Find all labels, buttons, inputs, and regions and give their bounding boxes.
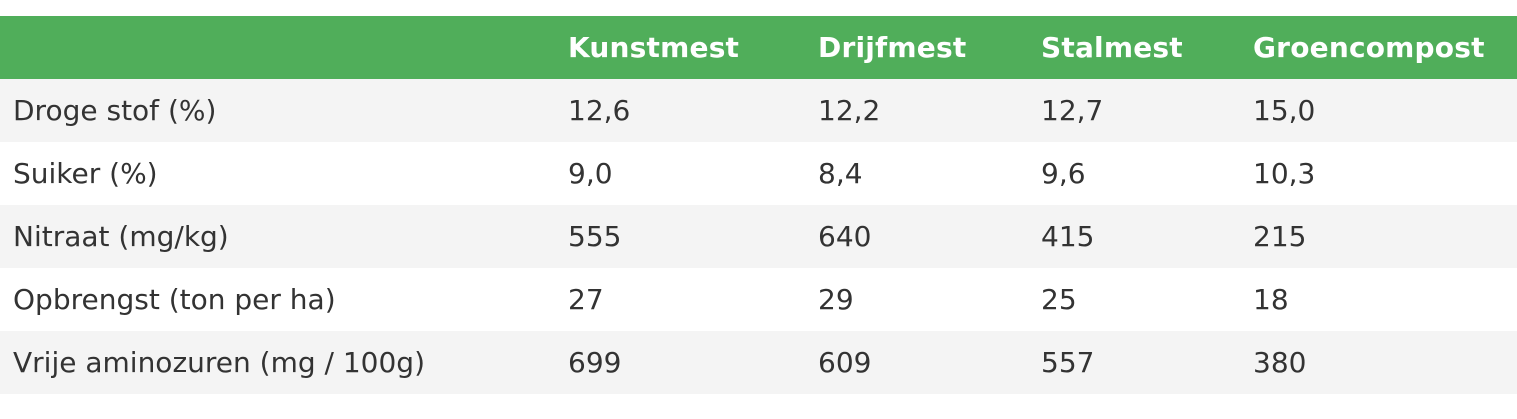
- table-cell: 380: [1253, 346, 1307, 379]
- row-label: Suiker (%): [13, 157, 158, 190]
- table-cell: 215: [1253, 220, 1307, 253]
- row-label: Nitraat (mg/kg): [13, 220, 229, 253]
- table-cell: 12,2: [818, 94, 881, 127]
- header-cell-stalmest: Stalmest: [1041, 31, 1183, 64]
- table-cell: 640: [818, 220, 872, 253]
- table-header: Kunstmest Drijfmest Stalmest Groencompos…: [0, 16, 1517, 79]
- header-cell-empty: [0, 16, 555, 79]
- header-cell-kunstmest: Kunstmest: [568, 31, 740, 64]
- table-cell: 25: [1041, 283, 1077, 316]
- table-cell: 15,0: [1253, 94, 1316, 127]
- table-cell: 609: [818, 346, 872, 379]
- table-cell: 415: [1041, 220, 1095, 253]
- table-cell: 557: [1041, 346, 1095, 379]
- table-row: Droge stof (%) 12,6 12,2 12,7 15,0: [0, 79, 1517, 142]
- row-label: Droge stof (%): [13, 94, 217, 127]
- table-cell: 9,0: [568, 157, 613, 190]
- fertilizer-comparison-table: Kunstmest Drijfmest Stalmest Groencompos…: [0, 16, 1517, 394]
- row-label: Vrije aminozuren (mg / 100g): [13, 346, 426, 379]
- table-cell: 12,6: [568, 94, 631, 127]
- header-row: Kunstmest Drijfmest Stalmest Groencompos…: [0, 16, 1517, 79]
- row-label: Opbrengst (ton per ha): [13, 283, 336, 316]
- table-row: Nitraat (mg/kg) 555 640 415 215: [0, 205, 1517, 268]
- header-cell-groencompost: Groencompost: [1253, 31, 1485, 64]
- header-cell-drijfmest: Drijfmest: [818, 31, 967, 64]
- table-row: Suiker (%) 9,0 8,4 9,6 10,3: [0, 142, 1517, 205]
- table-cell: 699: [568, 346, 622, 379]
- table-cell: 12,7: [1041, 94, 1104, 127]
- table-cell: 18: [1253, 283, 1289, 316]
- comparison-table-container: Kunstmest Drijfmest Stalmest Groencompos…: [0, 16, 1517, 394]
- table-body: Droge stof (%) 12,6 12,2 12,7 15,0 Suike…: [0, 79, 1517, 394]
- table-cell: 27: [568, 283, 604, 316]
- table-cell: 29: [818, 283, 854, 316]
- table-cell: 555: [568, 220, 622, 253]
- table-cell: 10,3: [1253, 157, 1316, 190]
- table-row: Opbrengst (ton per ha) 27 29 25 18: [0, 268, 1517, 331]
- table-row: Vrije aminozuren (mg / 100g) 699 609 557…: [0, 331, 1517, 394]
- table-cell: 9,6: [1041, 157, 1086, 190]
- table-cell: 8,4: [818, 157, 863, 190]
